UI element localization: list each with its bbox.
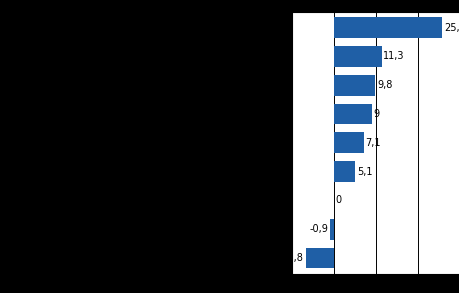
Text: -6,8: -6,8 <box>285 253 303 263</box>
Bar <box>333 75 375 96</box>
Bar <box>305 248 333 268</box>
Bar <box>333 132 363 153</box>
Text: 9,8: 9,8 <box>376 80 392 90</box>
Bar <box>333 161 355 182</box>
Text: 25,8: 25,8 <box>443 23 459 33</box>
Text: 11,3: 11,3 <box>382 51 404 62</box>
Text: 9: 9 <box>373 109 379 119</box>
Bar <box>330 219 333 240</box>
Text: 7,1: 7,1 <box>365 138 380 148</box>
Text: 0: 0 <box>335 195 341 205</box>
Bar <box>333 46 381 67</box>
Bar <box>333 104 371 125</box>
Bar <box>333 17 442 38</box>
Text: -0,9: -0,9 <box>309 224 328 234</box>
Text: 5,1: 5,1 <box>356 167 372 177</box>
